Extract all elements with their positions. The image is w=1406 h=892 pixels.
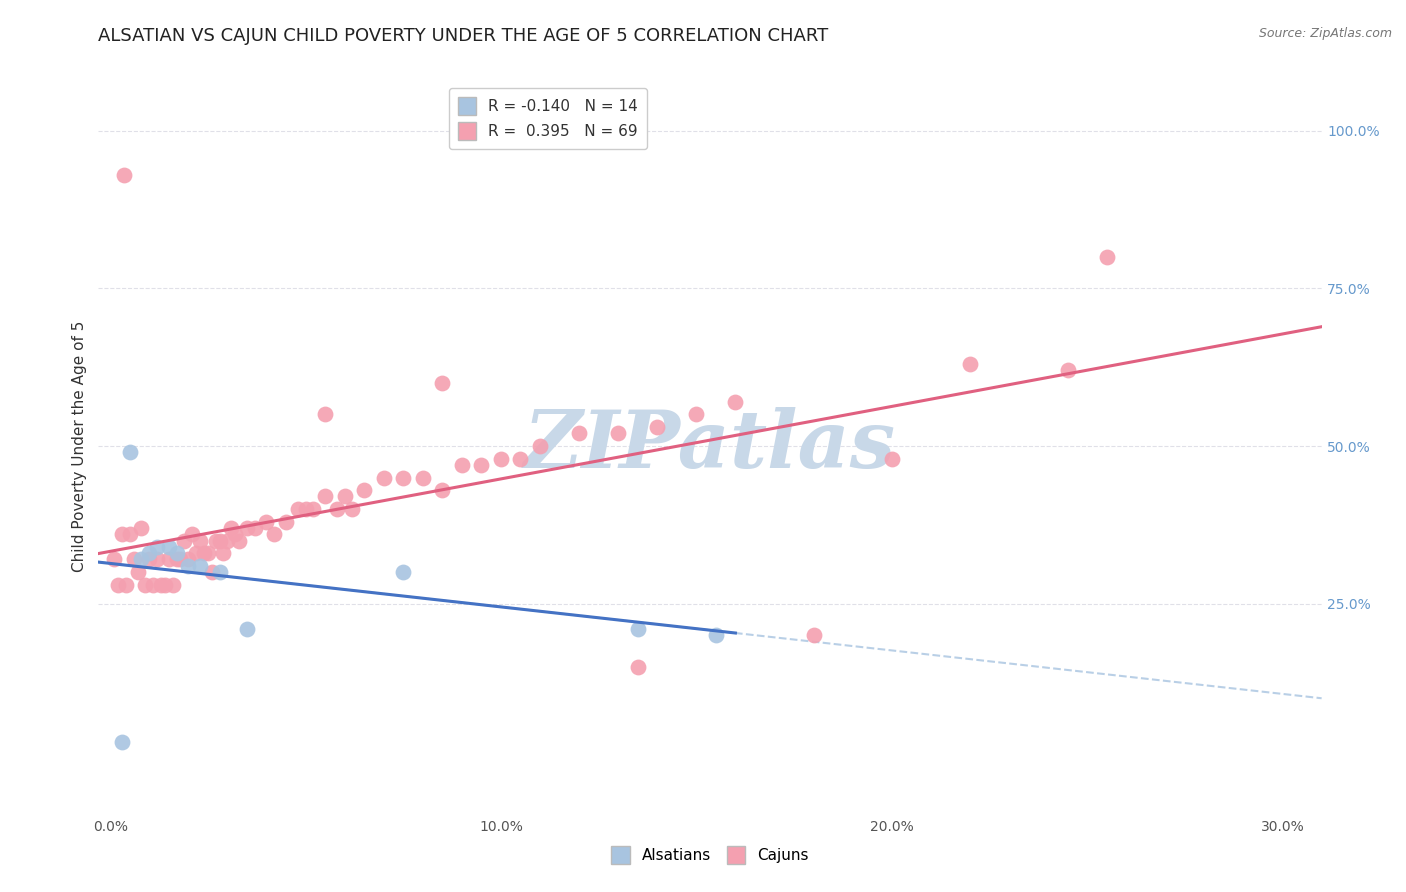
Point [236, 622, 259, 636]
Point [177, 552, 200, 566]
Point [149, 578, 172, 592]
Point [959, 357, 981, 371]
Point [263, 527, 285, 541]
Point [450, 458, 472, 472]
Point [131, 521, 153, 535]
Point [607, 426, 630, 441]
Point [131, 552, 153, 566]
Y-axis label: Child Poverty Under the Age of 5: Child Poverty Under the Age of 5 [72, 320, 87, 572]
Point [193, 546, 215, 560]
Point [221, 521, 243, 535]
Point [294, 502, 316, 516]
Point [212, 546, 235, 560]
Point [412, 470, 434, 484]
Point [1095, 250, 1118, 264]
Point [153, 578, 176, 592]
Point [314, 490, 336, 504]
Point [197, 546, 219, 560]
Point [373, 470, 395, 484]
Point [353, 483, 375, 497]
Point [208, 565, 231, 579]
Point [142, 578, 165, 592]
Text: Source: ZipAtlas.com: Source: ZipAtlas.com [1258, 27, 1392, 40]
Point [157, 540, 180, 554]
Point [112, 168, 135, 182]
Point [880, 451, 903, 466]
Point [685, 408, 707, 422]
Point [228, 533, 250, 548]
Point [432, 483, 454, 497]
Point [177, 558, 200, 573]
Point [392, 565, 415, 579]
Point [111, 735, 134, 749]
Point [162, 578, 184, 592]
Point [204, 533, 226, 548]
Point [208, 533, 231, 548]
Point [217, 533, 239, 548]
Point [302, 502, 325, 516]
Point [103, 552, 125, 566]
Point [138, 552, 160, 566]
Point [166, 552, 188, 566]
Point [188, 558, 211, 573]
Point [704, 628, 727, 642]
Point [256, 515, 278, 529]
Point [287, 502, 309, 516]
Point [243, 521, 266, 535]
Text: ALSATIAN VS CAJUN CHILD POVERTY UNDER THE AGE OF 5 CORRELATION CHART: ALSATIAN VS CAJUN CHILD POVERTY UNDER TH… [98, 27, 828, 45]
Point [489, 451, 512, 466]
Point [146, 552, 169, 566]
Point [188, 533, 211, 548]
Point [224, 527, 246, 541]
Point [470, 458, 492, 472]
Point [111, 527, 134, 541]
Point [509, 451, 531, 466]
Point [724, 395, 747, 409]
Text: ZIPatlas: ZIPatlas [524, 408, 896, 484]
Point [181, 527, 204, 541]
Point [184, 546, 207, 560]
Point [138, 546, 160, 560]
Point [166, 546, 188, 560]
Point [627, 659, 650, 673]
Point [169, 552, 191, 566]
Point [627, 622, 650, 636]
Point [118, 527, 141, 541]
Point [134, 578, 156, 592]
Point [342, 502, 364, 516]
Point [326, 502, 349, 516]
Point [236, 521, 259, 535]
Point [114, 578, 136, 592]
Point [529, 439, 551, 453]
Point [645, 420, 668, 434]
Point [803, 628, 825, 642]
Point [122, 552, 145, 566]
Point [157, 552, 180, 566]
Point [173, 533, 195, 548]
Point [314, 408, 336, 422]
Point [392, 470, 415, 484]
Point [274, 515, 297, 529]
Point [201, 565, 224, 579]
Point [107, 578, 129, 592]
Point [118, 445, 141, 459]
Point [568, 426, 591, 441]
Legend: Alsatians, Cajuns: Alsatians, Cajuns [606, 840, 814, 870]
Point [432, 376, 454, 390]
Point [146, 540, 169, 554]
Point [333, 490, 356, 504]
Point [1056, 363, 1078, 377]
Point [127, 565, 149, 579]
